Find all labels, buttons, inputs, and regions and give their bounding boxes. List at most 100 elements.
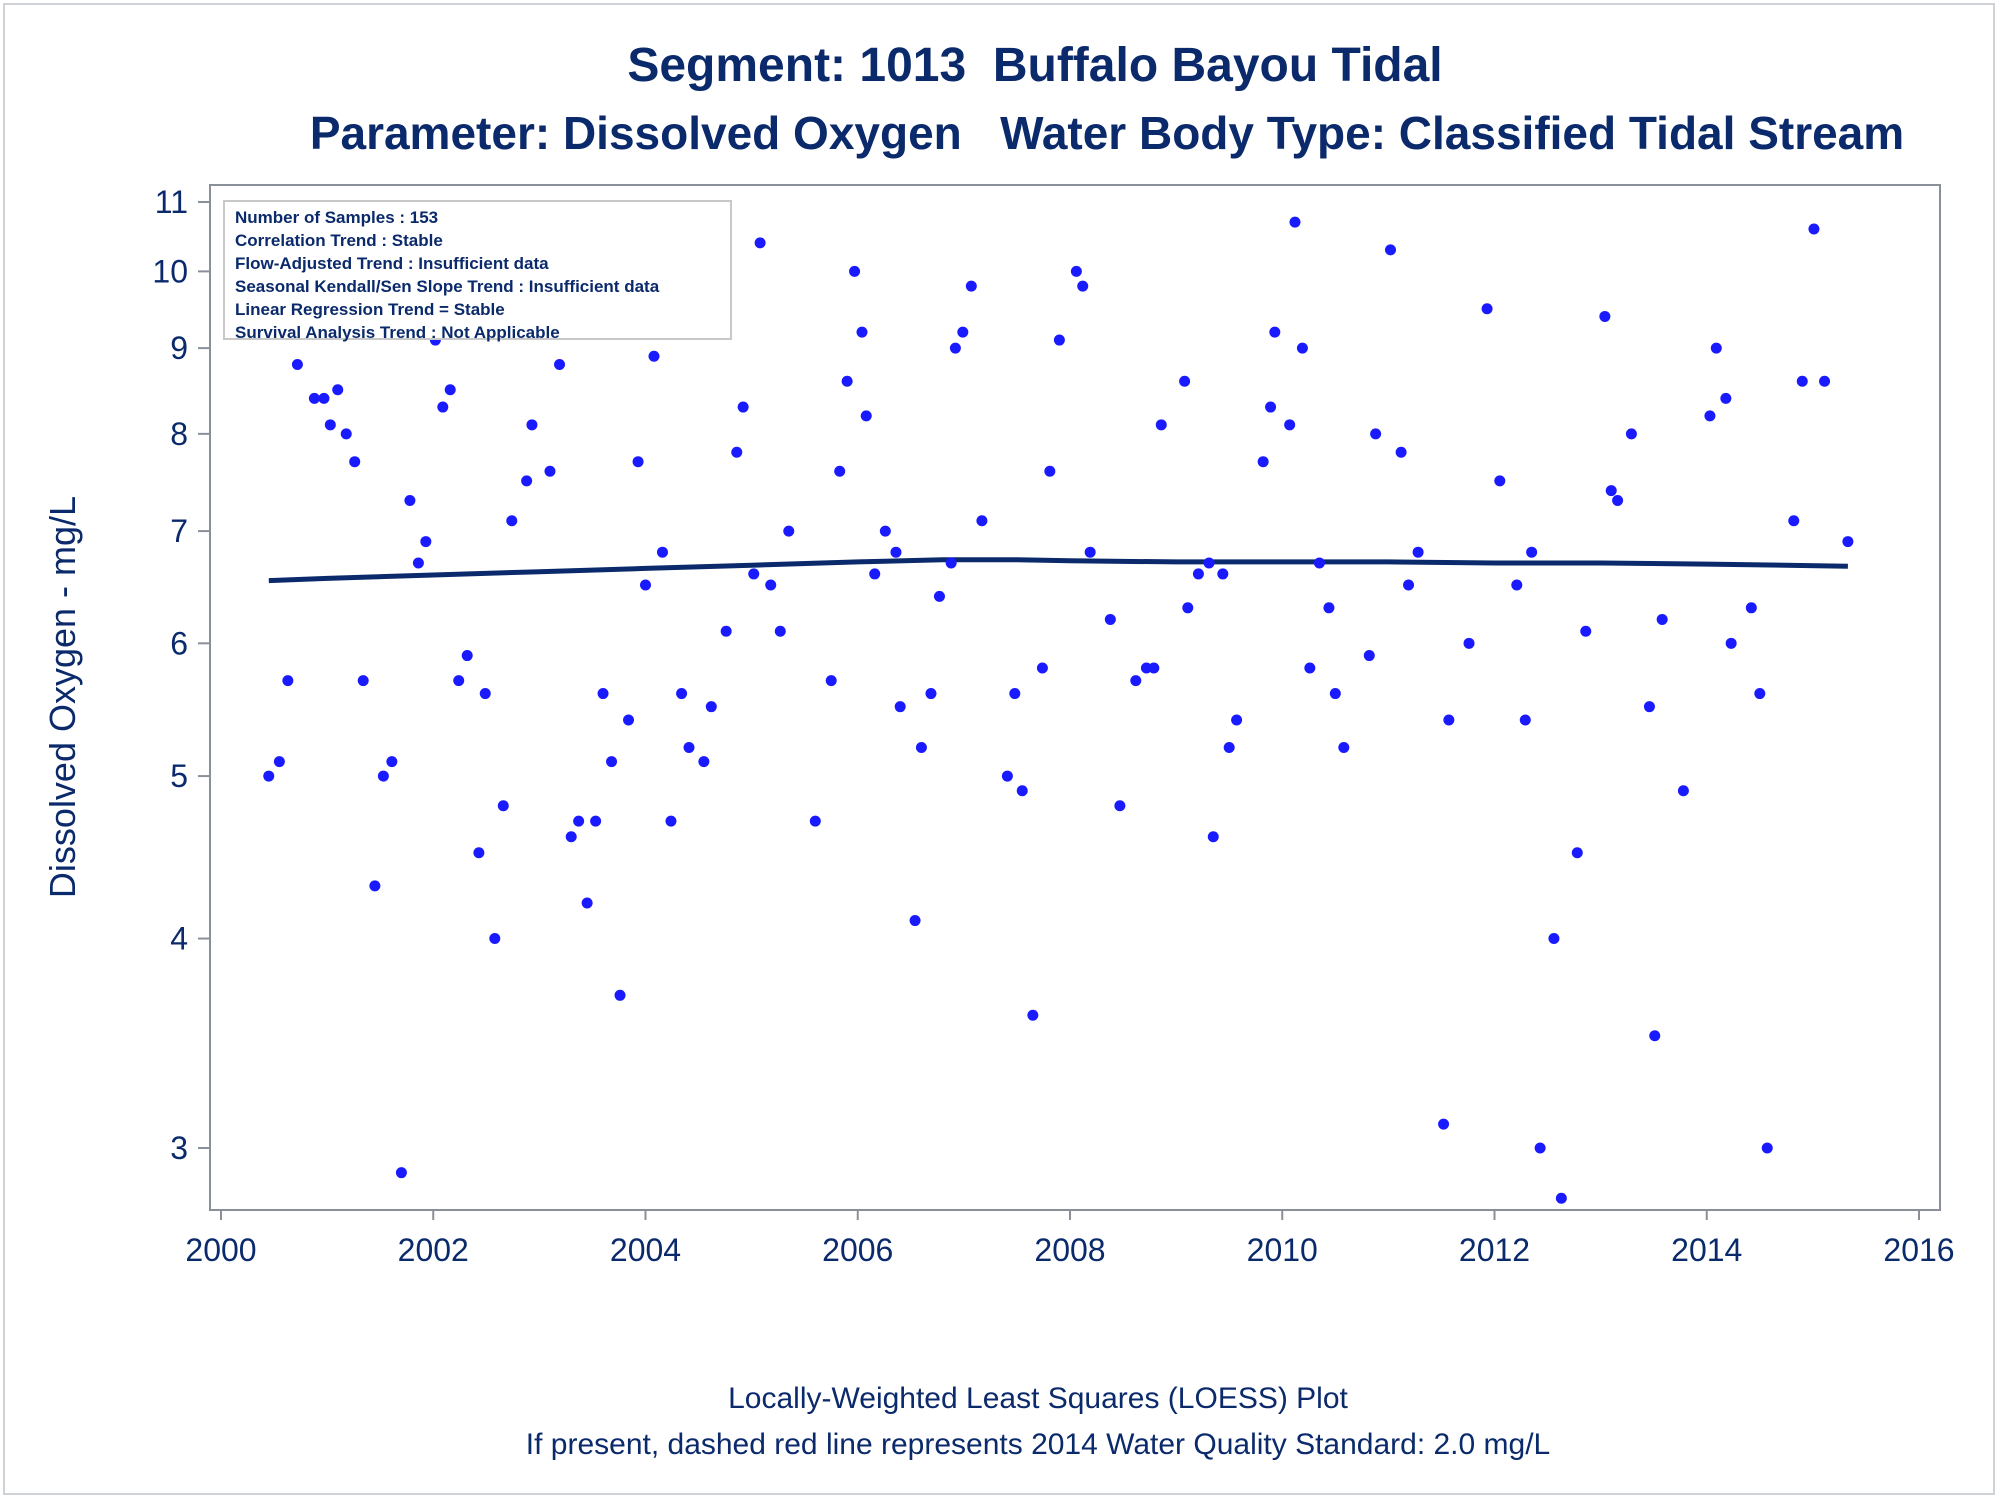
- data-point: [1625, 428, 1637, 440]
- data-point: [597, 688, 609, 700]
- data-point: [473, 847, 485, 859]
- data-point: [1182, 602, 1194, 614]
- data-point: [1257, 456, 1269, 468]
- data-point: [841, 375, 853, 387]
- chart-frame: [3, 3, 1995, 1495]
- data-point: [1084, 546, 1096, 558]
- data-point: [894, 701, 906, 713]
- data-point: [1808, 223, 1820, 235]
- y-tick-label: 10: [152, 253, 188, 289]
- data-point: [420, 536, 432, 548]
- data-point: [1788, 515, 1800, 527]
- data-point: [1842, 536, 1854, 548]
- data-point: [1313, 557, 1325, 569]
- data-point: [1534, 1142, 1546, 1154]
- data-points: [263, 216, 1854, 1204]
- data-point: [915, 742, 927, 754]
- data-point: [1555, 1192, 1567, 1204]
- data-point: [834, 465, 846, 477]
- data-point: [453, 675, 465, 687]
- data-point: [1130, 675, 1142, 687]
- data-point: [332, 384, 344, 396]
- stats-flow-adjusted-trend: Flow-Adjusted Trend : Insufficient data: [235, 254, 549, 273]
- footer-line-1: Locally-Weighted Least Squares (LOESS) P…: [728, 1382, 1348, 1415]
- y-tick-label: 11: [155, 184, 188, 220]
- y-axis: 3 4 5 6 7 8 9 10 11: [152, 184, 210, 1166]
- data-point: [282, 675, 294, 687]
- data-point: [1192, 568, 1204, 580]
- y-tick-label: 7: [170, 513, 188, 549]
- data-point: [437, 401, 449, 413]
- data-point: [1269, 326, 1281, 338]
- data-point: [1231, 714, 1243, 726]
- data-point: [1384, 244, 1396, 256]
- data-point: [377, 770, 389, 782]
- data-point: [1438, 1118, 1450, 1130]
- data-point: [1649, 1030, 1661, 1042]
- data-point: [925, 688, 937, 700]
- data-point: [395, 1167, 407, 1179]
- data-point: [1571, 847, 1583, 859]
- data-point: [1001, 770, 1013, 782]
- data-point: [614, 989, 626, 1001]
- data-point: [698, 756, 710, 768]
- data-point: [909, 915, 921, 927]
- data-point: [1338, 742, 1350, 754]
- data-point: [1016, 785, 1028, 797]
- data-point: [1363, 650, 1375, 662]
- data-point: [489, 933, 501, 945]
- data-point: [809, 815, 821, 827]
- data-point: [705, 701, 717, 713]
- data-point: [1053, 334, 1065, 346]
- data-point: [1656, 613, 1668, 625]
- data-point: [731, 446, 743, 458]
- data-point: [720, 625, 732, 637]
- data-point: [1443, 714, 1455, 726]
- data-point: [1370, 428, 1382, 440]
- data-point: [1329, 688, 1341, 700]
- data-point: [965, 280, 977, 292]
- data-point: [1704, 410, 1716, 422]
- data-point: [879, 525, 891, 537]
- data-point: [1070, 265, 1082, 277]
- chart-subtitle: Parameter: Dissolved Oxygen Water Body T…: [309, 107, 1905, 159]
- data-point: [656, 546, 668, 558]
- data-point: [1819, 375, 1831, 387]
- data-point: [1643, 701, 1655, 713]
- data-point: [1745, 602, 1757, 614]
- data-point: [1605, 485, 1617, 497]
- x-tick-label: 2004: [610, 1232, 681, 1268]
- data-point: [945, 557, 957, 569]
- data-point: [357, 675, 369, 687]
- data-point: [1148, 662, 1160, 674]
- y-axis-title: Dissolved Oxygen - mg/L: [42, 496, 83, 898]
- data-point: [957, 326, 969, 338]
- data-point: [581, 897, 593, 909]
- y-tick-label: 9: [170, 330, 188, 366]
- data-point: [340, 428, 352, 440]
- data-point: [1412, 546, 1424, 558]
- data-point: [1104, 613, 1116, 625]
- x-tick-label: 2000: [185, 1232, 256, 1268]
- data-point: [1289, 216, 1301, 228]
- x-tick-label: 2006: [822, 1232, 893, 1268]
- data-point: [933, 590, 945, 602]
- data-point: [1796, 375, 1808, 387]
- data-point: [369, 880, 381, 892]
- data-point: [1207, 831, 1219, 843]
- data-point: [632, 456, 644, 468]
- data-point: [1720, 392, 1732, 404]
- stats-samples: Number of Samples : 153: [235, 208, 439, 227]
- data-point: [825, 675, 837, 687]
- data-point: [754, 237, 766, 249]
- data-point: [1463, 637, 1475, 649]
- data-point: [869, 568, 881, 580]
- data-point: [521, 475, 533, 487]
- data-point: [412, 557, 424, 569]
- y-tick-label: 8: [170, 416, 188, 452]
- data-point: [1036, 662, 1048, 674]
- data-point: [479, 688, 491, 700]
- data-point: [1044, 465, 1056, 477]
- data-point: [1599, 310, 1611, 322]
